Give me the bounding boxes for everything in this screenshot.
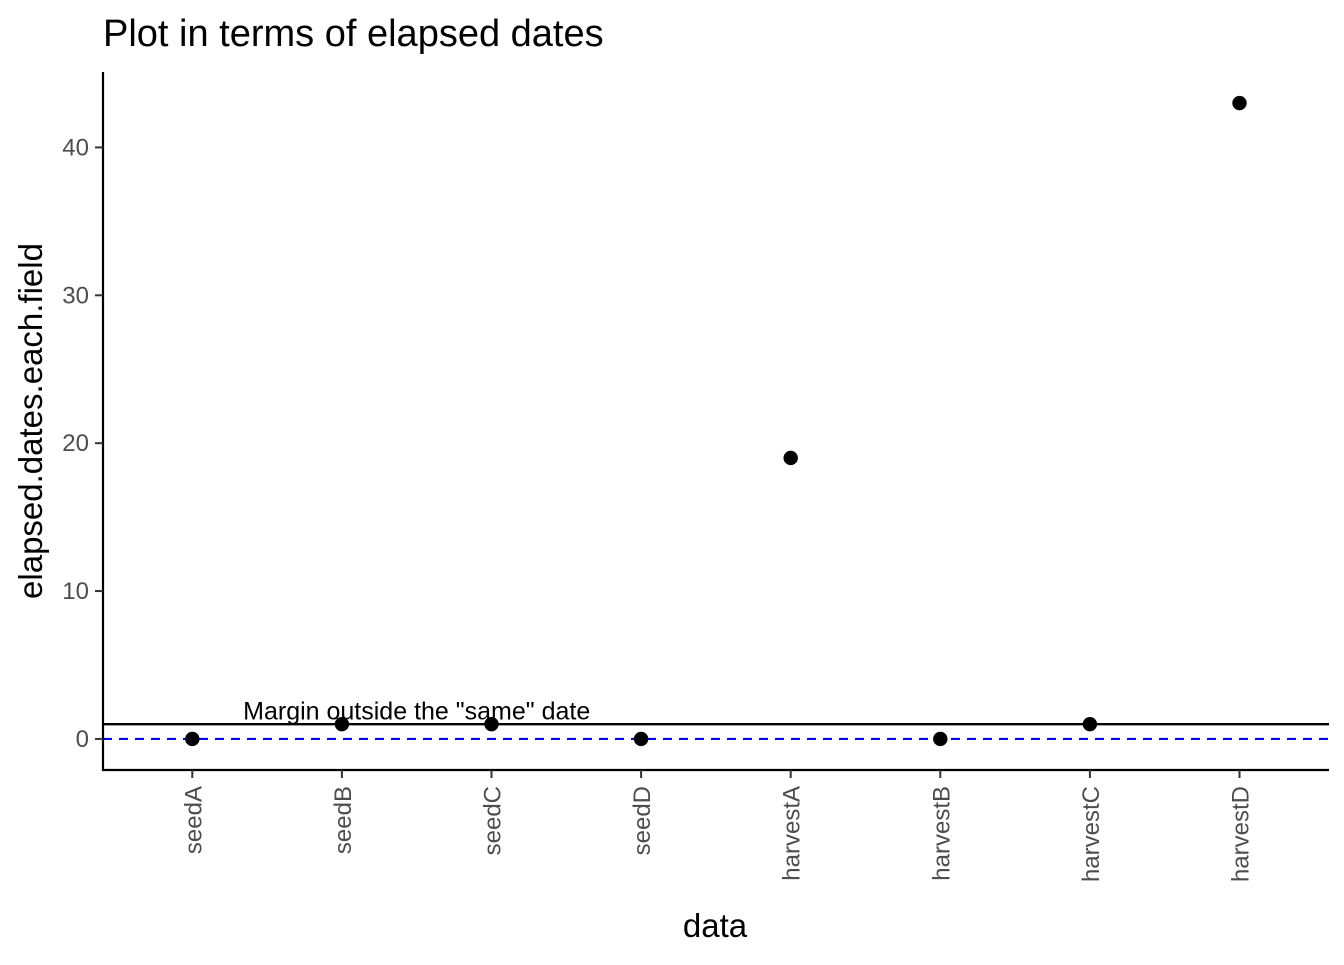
data-points [185, 95, 1247, 747]
data-point-seedB [334, 716, 350, 732]
y-tick-label: 20 [62, 430, 89, 457]
annotations: Margin outside the "same" date [243, 697, 590, 725]
data-point-seedA [185, 731, 200, 747]
x-axis-ticks: seedA seedB seedC seedD harvestA harvestB harv… [180, 770, 1255, 882]
x-tick-label: harvestB [928, 786, 955, 881]
chart-title: Plot in terms of elapsed dates [103, 13, 604, 55]
y-axis-title: elapsed.dates.each.field [12, 243, 49, 599]
data-point-harvestA [783, 450, 798, 466]
annotation-text: Margin outside the "same" date [243, 697, 590, 725]
axes [101, 72, 1329, 772]
data-point-harvestC [1082, 716, 1098, 732]
data-point-harvestB [933, 731, 948, 747]
y-tick-label: 40 [62, 134, 89, 161]
data-point-seedC [484, 716, 499, 732]
x-tick-label: seedB [330, 786, 357, 854]
reference-lines [103, 722, 1329, 741]
x-tick-label: seedD [629, 786, 656, 855]
x-tick-label: harvestD [1228, 786, 1255, 882]
x-tick-label: harvestA [779, 786, 806, 881]
data-point-harvestD [1232, 95, 1247, 111]
y-tick-label: 10 [62, 578, 89, 605]
data-point-seedD [633, 731, 649, 747]
x-axis-title: data [683, 907, 748, 944]
x-tick-label: seedC [480, 786, 507, 855]
x-tick-label: harvestC [1078, 786, 1105, 882]
y-tick-label: 0 [76, 726, 89, 753]
y-tick-label: 30 [62, 282, 89, 309]
x-tick-label: seedA [180, 786, 207, 854]
y-axis-ticks: 0 10 20 30 40 [62, 134, 103, 753]
